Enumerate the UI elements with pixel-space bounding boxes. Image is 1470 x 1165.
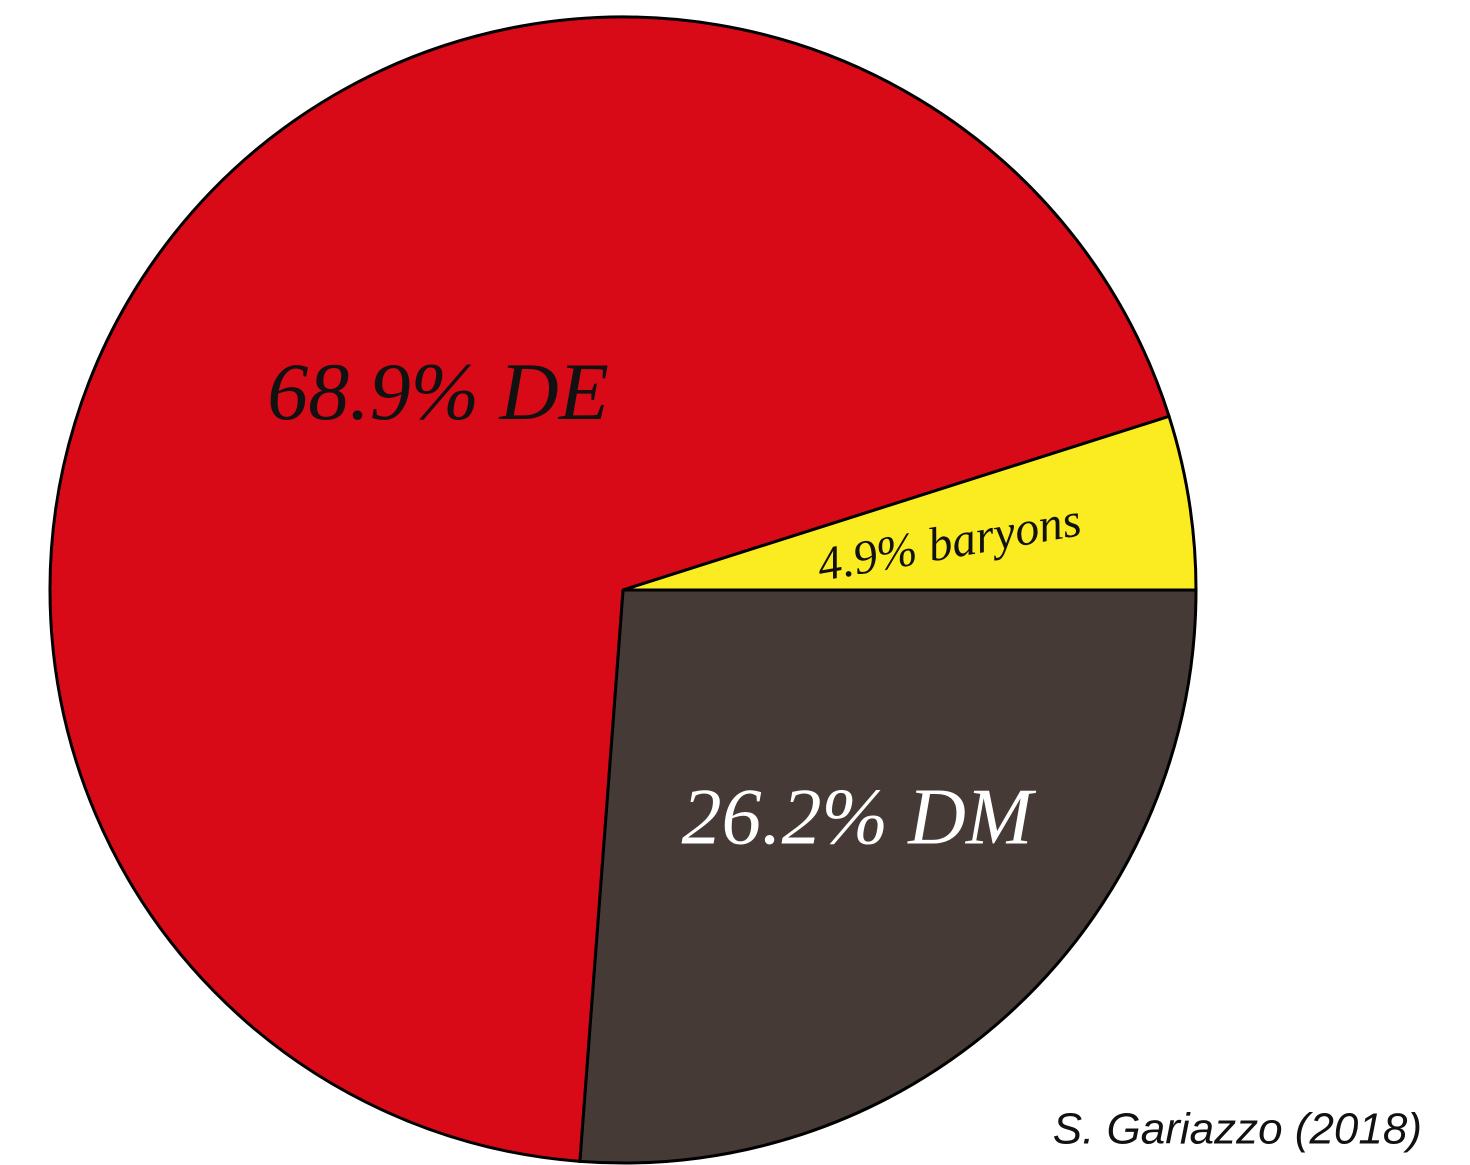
slice-label: 68.9% DE: [267, 346, 609, 437]
pie-slice: [48, 15, 1171, 1163]
pie-slice: [621, 414, 1198, 592]
pie-slice: [578, 588, 1198, 1165]
annotation: S. Gariazzo (2018): [1053, 1105, 1422, 1154]
slice-label: 26.2% DM: [681, 773, 1036, 861]
